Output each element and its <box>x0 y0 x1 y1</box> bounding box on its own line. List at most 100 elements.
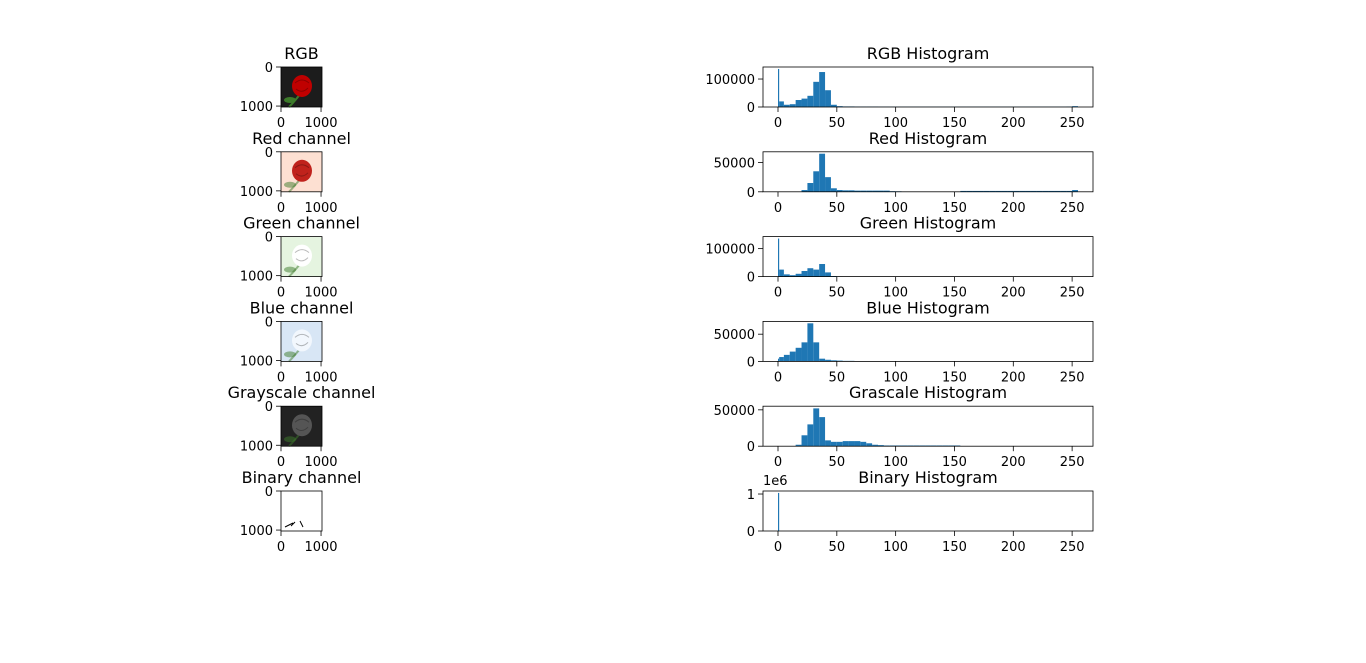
histogram-bar <box>783 274 790 277</box>
axes-title: Binary Histogram <box>858 468 998 487</box>
histogram-bar <box>825 90 831 107</box>
y-tick-label: 1000 <box>240 270 273 285</box>
histogram-bar <box>995 190 1002 192</box>
x-tick-label: 0 <box>774 286 782 301</box>
histogram-bar <box>1030 190 1037 192</box>
histogram-bar <box>779 269 784 277</box>
x-tick-label: 250 <box>1060 201 1085 216</box>
x-tick-label: 250 <box>1060 286 1085 301</box>
histogram-bar <box>830 188 837 192</box>
histogram-bar <box>848 441 855 447</box>
x-tick-label: 150 <box>942 116 967 131</box>
histogram-bar <box>866 190 873 192</box>
histogram-bar <box>807 323 814 362</box>
image-rose <box>292 75 312 97</box>
x-tick-label: 0 <box>774 540 782 555</box>
x-tick-label: 0 <box>277 286 285 301</box>
histogram-bar <box>842 441 849 447</box>
x-tick-label: 200 <box>1001 540 1026 555</box>
histogram-bar <box>778 238 780 277</box>
x-tick-label: 100 <box>883 201 908 216</box>
image-petals <box>294 79 310 92</box>
histogram-bar <box>789 104 796 107</box>
x-tick-label: 100 <box>883 455 908 470</box>
y-tick-label: 1000 <box>240 439 273 454</box>
x-tick-label: 250 <box>1060 116 1085 131</box>
x-tick-label: 200 <box>1001 286 1026 301</box>
histogram-bar <box>848 190 855 192</box>
x-tick-label: 200 <box>1001 116 1026 131</box>
histogram-bar <box>807 183 814 192</box>
x-tick-label: 100 <box>883 370 908 385</box>
x-tick-label: 150 <box>942 201 967 216</box>
histogram-bar <box>883 190 890 192</box>
histogram-bar <box>1007 190 1014 192</box>
histogram-bar <box>978 190 984 192</box>
axes-title: RGB Histogram <box>867 44 990 63</box>
axes-frame <box>280 320 323 362</box>
histogram-bar <box>825 359 831 362</box>
histogram-bar <box>807 268 814 277</box>
axes-frame <box>762 66 1094 108</box>
image-leaf <box>284 436 296 443</box>
histogram-bar <box>1019 190 1026 192</box>
histogram-bar <box>779 357 784 362</box>
histogram-bar <box>1013 190 1020 192</box>
histogram-bar <box>878 445 884 447</box>
histogram-bar <box>819 153 826 192</box>
histogram-bar <box>819 72 826 107</box>
x-tick-label: 50 <box>829 540 846 555</box>
y-tick-label: 0 <box>265 231 273 246</box>
x-tick-label: 1000 <box>304 286 337 301</box>
y-tick-label: 100000 <box>705 73 755 88</box>
x-tick-label: 50 <box>829 201 846 216</box>
histogram-bar <box>854 190 861 192</box>
histogram-bar <box>779 101 784 107</box>
x-tick-label: 1000 <box>304 540 337 555</box>
histogram-bar <box>836 360 843 362</box>
histogram-bar <box>1048 190 1055 192</box>
y-tick-label: 0 <box>747 440 755 455</box>
x-tick-label: 100 <box>883 286 908 301</box>
y-tick-label: 50000 <box>714 328 755 343</box>
y-tick-label: 0 <box>265 400 273 415</box>
y-tick-label: 0 <box>747 101 755 116</box>
image-leaf <box>284 351 296 358</box>
histogram-bar <box>836 441 843 447</box>
y-tick-label: 0 <box>265 485 273 500</box>
histogram-bar <box>813 81 820 107</box>
y-tick-label: 0 <box>747 271 755 286</box>
histogram-bar <box>801 435 808 447</box>
histogram-bar <box>813 171 820 192</box>
histogram-bar <box>860 190 867 192</box>
axes-title: Green channel <box>243 214 360 233</box>
histogram-bar <box>854 441 861 447</box>
image-strokes <box>284 520 304 528</box>
histogram-bar <box>860 441 867 447</box>
image-petals <box>294 249 310 262</box>
image-rose <box>292 244 312 267</box>
x-tick-label: 250 <box>1060 540 1085 555</box>
image-petals <box>294 418 310 431</box>
x-tick-label: 1000 <box>304 455 337 470</box>
axes-title: Red channel <box>252 129 351 148</box>
histogram-bar <box>836 106 843 107</box>
y-tick-label: 0 <box>747 186 755 201</box>
x-tick-label: 100 <box>883 540 908 555</box>
axes-title: Red Histogram <box>869 129 987 148</box>
image-leaf <box>284 97 296 103</box>
histogram-bar <box>1001 190 1008 192</box>
histogram-bar <box>795 100 802 107</box>
histogram-bar <box>819 417 826 447</box>
histogram-bar <box>795 273 802 277</box>
histogram-bar <box>830 104 837 107</box>
axes-frame <box>280 405 323 447</box>
x-tick-label: 0 <box>277 116 285 131</box>
axes-frame <box>762 405 1094 447</box>
x-tick-label: 200 <box>1001 455 1026 470</box>
histogram-bar <box>778 358 780 362</box>
image-rose <box>292 414 312 437</box>
histogram-bar <box>813 408 820 447</box>
histogram-bar <box>807 424 814 447</box>
